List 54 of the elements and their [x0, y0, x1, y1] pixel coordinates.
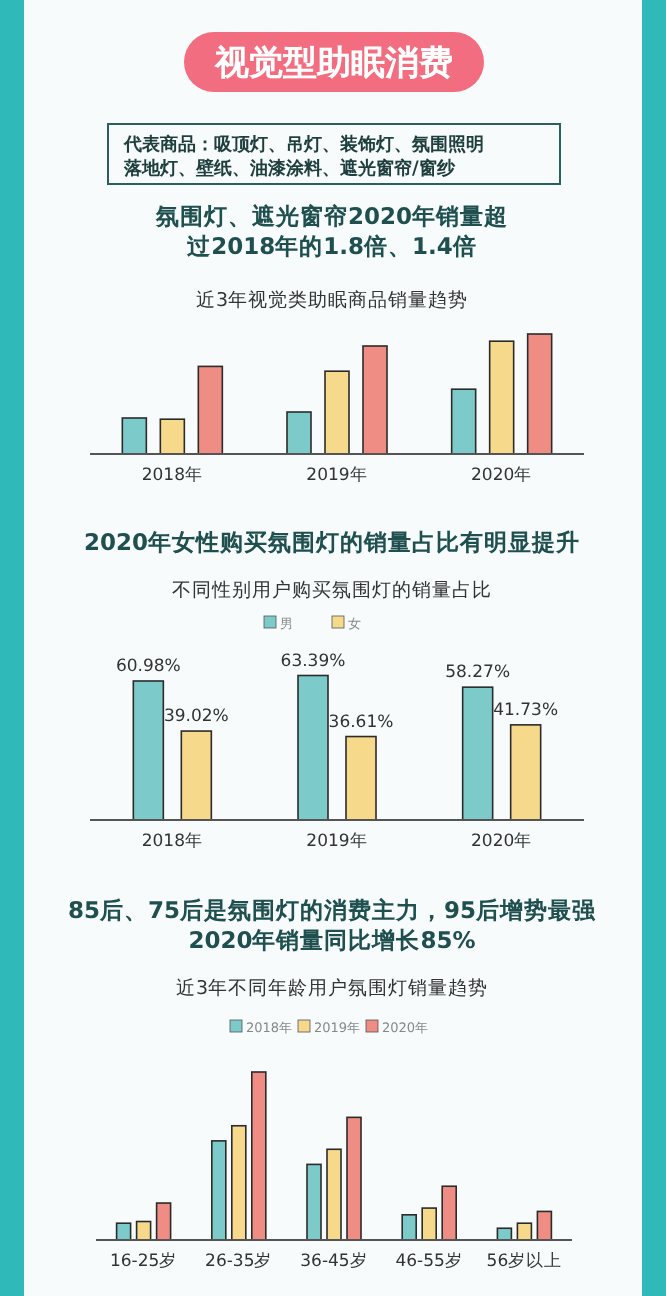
bar — [132, 680, 165, 821]
bar — [450, 388, 477, 455]
text: 视觉型助眠消费 — [213, 44, 453, 84]
data-label: 60.98% — [115, 656, 181, 677]
x-tick-label: 2018年 — [141, 464, 203, 486]
bar — [401, 1214, 417, 1241]
bar — [159, 418, 186, 455]
bar — [421, 1207, 437, 1241]
bar — [231, 1124, 247, 1241]
bar — [251, 1071, 267, 1241]
chart-title: 2020年女性购买氛围灯的销量占比有明显提升 — [83, 528, 581, 556]
x-tick-label: 56岁以上 — [486, 1250, 563, 1272]
bar — [441, 1185, 457, 1241]
x-tick-label: 2019年 — [306, 464, 368, 486]
x-tick-label: 16-25岁 — [109, 1250, 178, 1272]
x-tick-label: 2020年 — [471, 464, 533, 486]
bar — [211, 1140, 227, 1241]
chart-subtitle: 近3年不同年龄用户氛围灯销量趋势 — [175, 976, 489, 1000]
data-label: 63.39% — [280, 651, 346, 672]
x-tick-label: 26-35岁 — [205, 1250, 273, 1272]
bar — [345, 735, 377, 821]
text: 落地灯、壁纸、油漆涂料、遮光窗帘/窗纱 — [122, 158, 457, 180]
bar — [324, 370, 350, 455]
chart-subtitle: 近3年视觉类助眠商品销量趋势 — [195, 288, 469, 312]
chart-title: 氛围灯、遮光窗帘2020年销量超过2018年的1.8倍、1.4倍 — [153, 202, 509, 260]
x-tick-label: 2019年 — [306, 830, 368, 852]
bar — [346, 1116, 362, 1241]
data-label: 39.02% — [163, 707, 229, 728]
bar — [115, 1222, 132, 1241]
chart-title: 85后、75后是氛围灯的消费主力，95后增势最强2020年销量同比增长85% — [67, 896, 598, 954]
x-tick-label: 36-45岁 — [300, 1250, 368, 1272]
bar — [286, 411, 312, 455]
bar — [516, 1222, 533, 1241]
data-label: 58.27% — [445, 663, 511, 684]
bar — [155, 1202, 172, 1241]
x-tick-label: 2018年 — [141, 830, 203, 852]
chart-subtitle: 不同性别用户购买氛围灯的销量占比 — [172, 578, 492, 602]
bar — [297, 674, 329, 821]
bar — [180, 730, 213, 821]
bar — [488, 340, 515, 455]
bar — [362, 345, 388, 455]
bar — [121, 417, 148, 455]
bar — [306, 1163, 322, 1241]
data-label: 36.61% — [328, 712, 394, 733]
bar — [197, 365, 224, 455]
bar — [526, 333, 553, 455]
x-tick-label: 46-55岁 — [395, 1250, 463, 1272]
text: 代表商品：吸顶灯、吊灯、装饰灯、氛围照明 — [122, 134, 484, 156]
data-label: 41.73% — [493, 700, 559, 721]
x-tick-label: 2020年 — [471, 830, 533, 852]
bar — [326, 1148, 342, 1241]
bar — [536, 1210, 553, 1241]
bar — [509, 724, 542, 821]
bar — [461, 686, 494, 821]
